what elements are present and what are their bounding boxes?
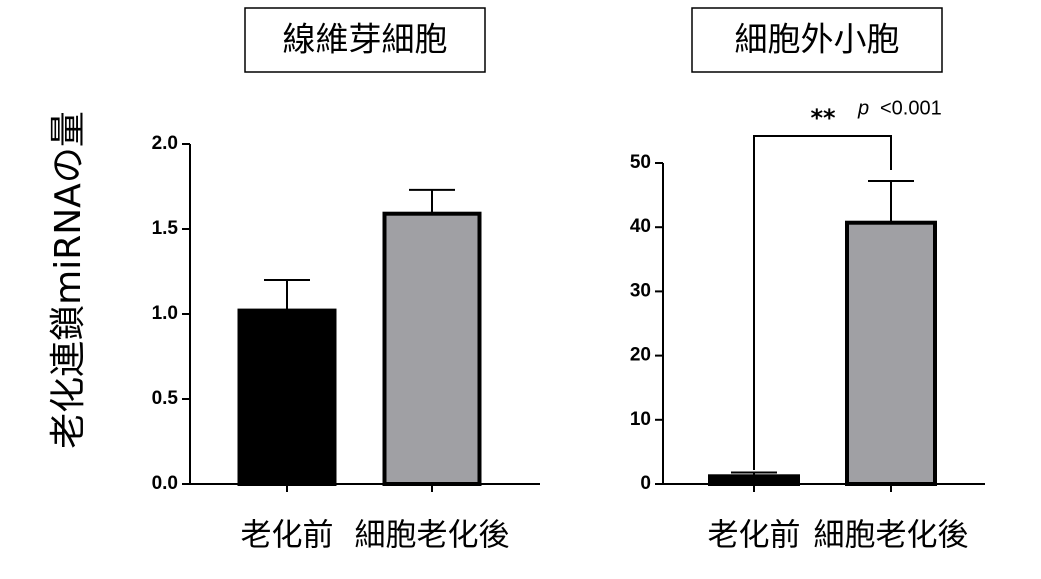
y-tick-label: 40 (630, 216, 651, 237)
y-tick-label: 10 (630, 409, 651, 430)
significance-bracket (753, 135, 892, 470)
bar (237, 308, 337, 486)
y-tick-label: 20 (630, 345, 651, 366)
y-axis-label: 老化連鎖miRNAの量 (48, 111, 89, 449)
y-tick-label: 1.0 (152, 303, 178, 324)
bar (845, 220, 937, 486)
title-box (691, 7, 943, 73)
p-symbol: p (857, 97, 869, 119)
x-tick-label: 細胞老化後 (355, 518, 510, 554)
title-box (244, 7, 486, 73)
chart-title: 線維芽細胞 (283, 20, 448, 59)
y-tick-label: 50 (630, 152, 651, 173)
y-tick-label: 0.0 (152, 473, 178, 494)
bar (382, 211, 482, 486)
y-tick-label: 1.5 (152, 218, 179, 239)
p-value: <0.001 (880, 97, 942, 119)
x-tick-label: 老化前 (708, 518, 801, 554)
x-tick-label: 老化前 (241, 518, 334, 554)
y-tick-label: 0 (640, 473, 651, 494)
chart-title: 細胞外小胞 (735, 20, 900, 59)
x-tick-label: 細胞老化後 (814, 518, 969, 554)
y-tick-label: 0.5 (152, 388, 179, 409)
y-tick-label: 30 (630, 280, 651, 301)
y-tick-label: 2.0 (152, 133, 178, 154)
bar (708, 474, 800, 486)
significance-stars: ** (810, 104, 836, 132)
